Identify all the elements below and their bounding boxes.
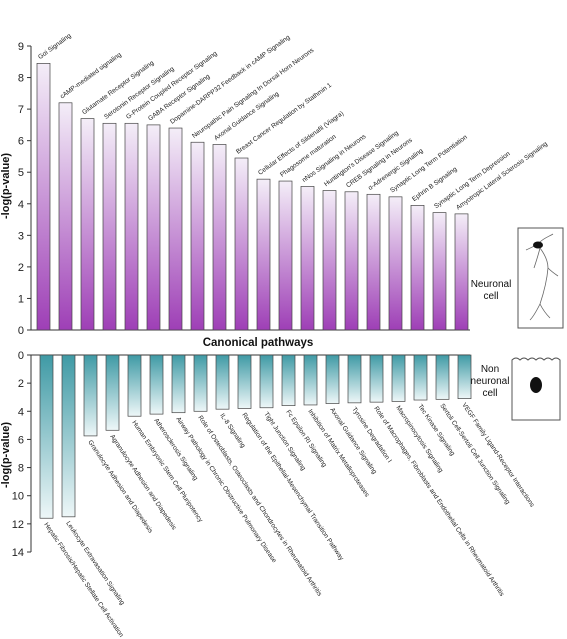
non-neuronal-bar bbox=[105, 354, 120, 431]
non-neuronal-bar-label: Atherosclerosis Signaling bbox=[152, 417, 199, 482]
bottom-y-tick-label: 0 bbox=[18, 350, 24, 362]
top-y-axis-label: -log(p-value) bbox=[0, 153, 12, 219]
top-y-tick-label: 9 bbox=[18, 41, 24, 53]
neuronal-bar bbox=[80, 118, 95, 331]
non-neuronal-bar bbox=[347, 354, 362, 404]
non-neuronal-bar bbox=[61, 354, 76, 518]
neuronal-bar bbox=[190, 141, 205, 331]
neuronal-bar-label: Amyotropic Lateral Sclerosis Signaling bbox=[455, 140, 549, 211]
neuronal-bar bbox=[432, 212, 447, 331]
neuronal-bar bbox=[454, 213, 469, 331]
neuronal-bar bbox=[300, 186, 315, 331]
non-neuronal-bar bbox=[237, 354, 252, 409]
neuronal-bar bbox=[146, 124, 161, 331]
neuronal-bar bbox=[388, 196, 403, 331]
neuronal-bar bbox=[366, 193, 381, 331]
top-y-tick-label: 6 bbox=[18, 136, 24, 148]
non-neuronal-label-line3: cell bbox=[482, 388, 497, 399]
top-y-tick-label: 2 bbox=[18, 262, 24, 274]
top-y-tick-label: 4 bbox=[18, 199, 24, 211]
canonical-pathways-title: Canonical pathways bbox=[203, 337, 314, 349]
neuronal-bar bbox=[256, 178, 271, 331]
non-neuronal-bar-label: Tight Junction Signaling bbox=[262, 411, 306, 472]
non-neuronal-bar bbox=[391, 354, 406, 402]
non-neuronal-bar bbox=[369, 354, 384, 403]
bottom-y-tick-label: 12 bbox=[12, 519, 24, 531]
non-neuronal-bar bbox=[281, 354, 296, 407]
non-neuronal-bar bbox=[303, 354, 318, 406]
neuronal-bar bbox=[58, 102, 73, 331]
neuronal-bar bbox=[234, 157, 249, 331]
neuronal-bar-label: Cellular Effects of Sildenafil (Viagra) bbox=[257, 110, 345, 177]
non-neuronal-bar-label: Axonal Guidance Signaling bbox=[328, 407, 378, 476]
non-neuronal-bar bbox=[127, 354, 142, 417]
non-neuronal-bar bbox=[435, 354, 450, 400]
neuronal-bar bbox=[168, 127, 183, 331]
non-neuronal-bar bbox=[171, 354, 186, 414]
neuron-nucleus-icon bbox=[533, 241, 543, 249]
neuronal-bar bbox=[36, 63, 51, 331]
top-y-tick-label: 5 bbox=[18, 167, 24, 179]
neuronal-bar bbox=[124, 122, 139, 331]
neuronal-bar bbox=[212, 144, 227, 331]
neuronal-bar bbox=[322, 190, 337, 331]
non-neuronal-bar bbox=[149, 354, 164, 415]
top-y-tick-label: 8 bbox=[18, 73, 24, 85]
neuronal-bar-label: G-Protein Coupled Receptor Signaling bbox=[125, 50, 219, 121]
cell-nucleus-icon bbox=[530, 377, 542, 393]
neuronal-bar bbox=[344, 191, 359, 331]
top-y-tick-label: 7 bbox=[18, 104, 24, 116]
non-neuronal-bar-label: Fc Epsilon RI Signaling bbox=[284, 409, 328, 469]
top-y-tick-label: 0 bbox=[18, 325, 24, 337]
bottom-y-tick-label: 8 bbox=[18, 463, 24, 475]
non-neuronal-bar-label: Tyrosine Degradation I bbox=[350, 406, 392, 464]
non-neuronal-bar bbox=[39, 354, 54, 519]
non-neuronal-cell-illustration bbox=[511, 357, 561, 421]
non-neuronal-bar bbox=[457, 354, 472, 399]
top-y-tick-label: 1 bbox=[18, 293, 24, 305]
non-neuronal-label-line1: Non bbox=[481, 364, 499, 375]
bottom-y-tick-label: 6 bbox=[18, 434, 24, 446]
neuronal-label-line2: cell bbox=[483, 291, 498, 302]
bottom-y-tick-label: 4 bbox=[18, 406, 24, 418]
bottom-y-tick-label: 2 bbox=[18, 378, 24, 390]
neuronal-label-line1: Neuronal bbox=[471, 279, 512, 290]
non-neuronal-bar bbox=[413, 354, 428, 401]
non-neuronal-bar bbox=[215, 354, 230, 410]
bottom-y-tick-label: 14 bbox=[12, 547, 24, 559]
neuronal-bar bbox=[278, 180, 293, 331]
neuronal-bar-label: Gαi Signaling bbox=[37, 32, 73, 61]
bottom-y-axis-label: -log(p-value) bbox=[0, 422, 12, 488]
non-neuronal-label-line2: neuronal bbox=[471, 376, 510, 387]
neuronal-cell-illustration bbox=[517, 227, 564, 329]
bottom-y-tick-label: 10 bbox=[12, 491, 24, 503]
top-y-tick-label: 3 bbox=[18, 230, 24, 242]
non-neuronal-bar bbox=[83, 354, 98, 437]
non-neuronal-bar bbox=[193, 354, 208, 412]
neuronal-bar bbox=[102, 122, 117, 331]
neuronal-bar bbox=[410, 205, 425, 331]
non-neuronal-bar bbox=[325, 354, 340, 404]
non-neuronal-bar bbox=[259, 354, 274, 409]
